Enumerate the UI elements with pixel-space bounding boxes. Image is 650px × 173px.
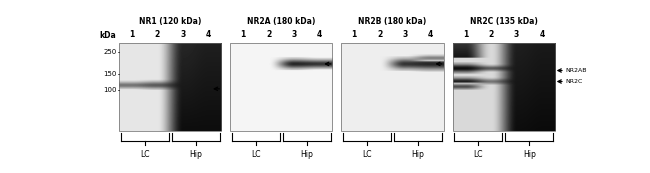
Text: 1: 1 (240, 30, 246, 39)
Text: kDa: kDa (99, 31, 116, 40)
Text: NR2C: NR2C (566, 79, 583, 84)
Text: 3: 3 (291, 30, 296, 39)
Text: Hip: Hip (523, 150, 536, 159)
Bar (230, 43, 332, 131)
Text: 150: 150 (103, 71, 116, 77)
Text: Hip: Hip (189, 150, 202, 159)
Text: 3: 3 (402, 30, 408, 39)
Bar (119, 43, 221, 131)
Text: NR2A (180 kDa): NR2A (180 kDa) (247, 17, 315, 26)
Text: 4: 4 (540, 30, 545, 39)
Bar (341, 43, 443, 131)
Text: 4: 4 (428, 30, 434, 39)
Text: 1: 1 (463, 30, 468, 39)
Text: 1: 1 (352, 30, 357, 39)
Text: LC: LC (251, 150, 261, 159)
Text: 4: 4 (206, 30, 211, 39)
Text: 2: 2 (155, 30, 160, 39)
Text: 2: 2 (488, 30, 493, 39)
Text: 2: 2 (266, 30, 271, 39)
Text: NR1 (120 kDa): NR1 (120 kDa) (139, 17, 202, 26)
Text: 1: 1 (129, 30, 135, 39)
Text: NR2C (135 kDa): NR2C (135 kDa) (470, 17, 538, 26)
Text: 3: 3 (514, 30, 519, 39)
Text: LC: LC (140, 150, 150, 159)
Text: Hip: Hip (411, 150, 424, 159)
Text: LC: LC (473, 150, 483, 159)
Text: Hip: Hip (300, 150, 313, 159)
Text: NR2AB: NR2AB (566, 68, 588, 73)
Text: NR2B (180 kDa): NR2B (180 kDa) (358, 17, 426, 26)
Text: 250: 250 (103, 49, 116, 55)
Bar (452, 43, 554, 131)
Text: 3: 3 (180, 30, 185, 39)
Text: 2: 2 (377, 30, 382, 39)
Text: 100: 100 (103, 87, 116, 93)
Text: LC: LC (362, 150, 372, 159)
Text: 4: 4 (317, 30, 322, 39)
